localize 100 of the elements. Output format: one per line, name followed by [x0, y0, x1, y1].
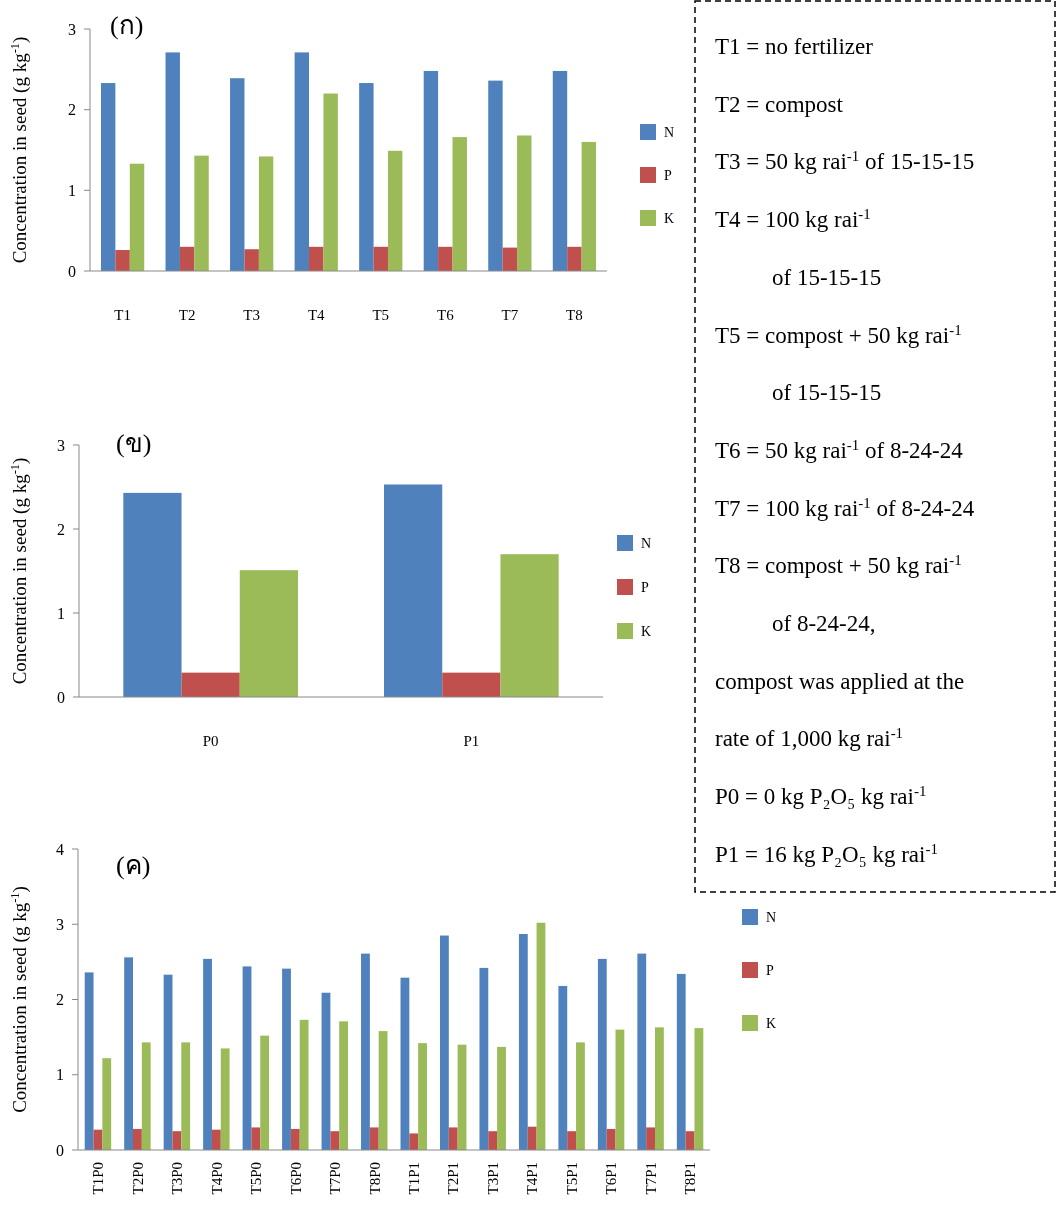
- x-tick-label: T3P1: [484, 1162, 501, 1195]
- x-tick-label: T8P0: [366, 1162, 383, 1195]
- bar: [294, 52, 310, 271]
- bar: [244, 249, 259, 271]
- x-tick-label: P1: [463, 733, 480, 749]
- bar: [115, 250, 130, 271]
- x-tick-label: T7P0: [327, 1162, 344, 1195]
- y-tick-label: 4: [56, 840, 64, 858]
- bar: [536, 922, 546, 1150]
- y-tick-label: 1: [57, 604, 65, 622]
- y-tick-label: 0: [68, 262, 76, 280]
- bar: [438, 246, 453, 271]
- bar: [606, 1128, 616, 1150]
- bar: [84, 972, 94, 1150]
- bar: [418, 1043, 427, 1151]
- x-tick-label: T1P0: [90, 1162, 107, 1195]
- legend-label: K: [664, 210, 675, 226]
- x-tick-label: T3P0: [169, 1162, 186, 1195]
- bar: [439, 935, 449, 1150]
- bar: [323, 93, 338, 271]
- bar: [479, 967, 489, 1150]
- bar: [384, 484, 443, 697]
- bar: [211, 1129, 221, 1150]
- y-tick-label: 3: [68, 20, 76, 38]
- legend-label: K: [641, 623, 652, 639]
- bar: [517, 135, 532, 271]
- bar: [165, 52, 180, 271]
- y-tick-label: 2: [68, 101, 76, 119]
- x-tick-label: T7: [501, 307, 519, 323]
- bar: [558, 985, 568, 1150]
- bar: [615, 1029, 625, 1150]
- bar: [581, 141, 597, 271]
- bar: [500, 554, 559, 697]
- text: of 8-24-24,: [772, 611, 876, 636]
- bar: [373, 246, 388, 271]
- y-tick-label: 0: [56, 1141, 64, 1159]
- bar: [442, 672, 501, 697]
- bar: [369, 1127, 379, 1151]
- bar: [488, 1131, 498, 1150]
- legend-label: N: [664, 124, 675, 140]
- x-tick-label: T6: [436, 307, 455, 323]
- bar: [290, 1128, 300, 1150]
- bar: [361, 953, 370, 1150]
- x-tick-label: T5: [372, 307, 390, 323]
- y-tick-label: 1: [56, 1066, 64, 1084]
- bar: [181, 1042, 191, 1150]
- x-tick-label: T8P1: [682, 1162, 699, 1195]
- y-tick-label: 1: [68, 181, 76, 199]
- text: T1 = no fertilizer: [715, 34, 874, 59]
- bar: [527, 1126, 537, 1150]
- x-tick-label: P0: [202, 733, 219, 749]
- text: of 15-15-15: [772, 380, 882, 406]
- bar: [102, 1058, 112, 1150]
- chart-title: (ค): [116, 851, 151, 880]
- text: T8 = compost + 50 kg rai$^{-1}$: [715, 552, 962, 579]
- bar: [220, 1048, 230, 1150]
- bar: [282, 968, 291, 1150]
- text: T4 = 100 kg rai$^{-1}$: [715, 206, 871, 233]
- bar: [452, 137, 467, 271]
- x-tick-label: T4P0: [208, 1162, 225, 1195]
- bar: [260, 1035, 270, 1150]
- bar: [497, 1046, 506, 1150]
- x-tick-label: T2P0: [129, 1162, 146, 1195]
- x-tick-label: T2P1: [445, 1162, 462, 1195]
- bar: [258, 156, 274, 271]
- bar: [100, 83, 116, 271]
- legend-label: N: [641, 535, 652, 551]
- bar: [163, 974, 173, 1150]
- text: T7 = 100 kg rai$^{-1}$ of 8-24-24: [715, 494, 975, 521]
- bar: [576, 1042, 585, 1150]
- bar: [124, 957, 133, 1150]
- text: T5 = compost + 50 kg rai$^{-1}$: [715, 321, 962, 348]
- legend-label: N: [766, 909, 777, 925]
- bar: [359, 83, 374, 271]
- bar: [203, 958, 212, 1150]
- bar: [172, 1131, 182, 1150]
- chart-title: (ก): [110, 11, 144, 40]
- text: P1 = 16 kg P₂O₅ kg rai$^{-1}$: [715, 840, 938, 867]
- x-tick-label: T6P0: [287, 1162, 304, 1195]
- bar: [502, 247, 518, 271]
- legend-label: P: [641, 579, 649, 595]
- bar: [309, 246, 324, 271]
- bar: [409, 1133, 419, 1150]
- bar: [518, 934, 528, 1150]
- text: rate of 1,000 kg rai$^{-1}$: [715, 725, 904, 752]
- bar: [239, 570, 298, 697]
- y-tick-label: 2: [57, 520, 65, 538]
- bar: [242, 966, 252, 1150]
- x-tick-label: T4: [307, 307, 326, 323]
- bar: [299, 1019, 309, 1150]
- bar: [378, 1031, 388, 1150]
- bar: [400, 977, 410, 1150]
- y-tick-label: 2: [56, 991, 64, 1009]
- bar: [597, 958, 607, 1150]
- y-tick-label: 3: [57, 436, 65, 454]
- chart-title: (ข): [116, 429, 152, 458]
- x-tick-label: T5P0: [248, 1162, 265, 1195]
- bar: [194, 155, 209, 271]
- x-tick-label: T3: [243, 307, 261, 323]
- text: T6 = 50 kg rai$^{-1}$ of 8-24-24: [715, 436, 964, 463]
